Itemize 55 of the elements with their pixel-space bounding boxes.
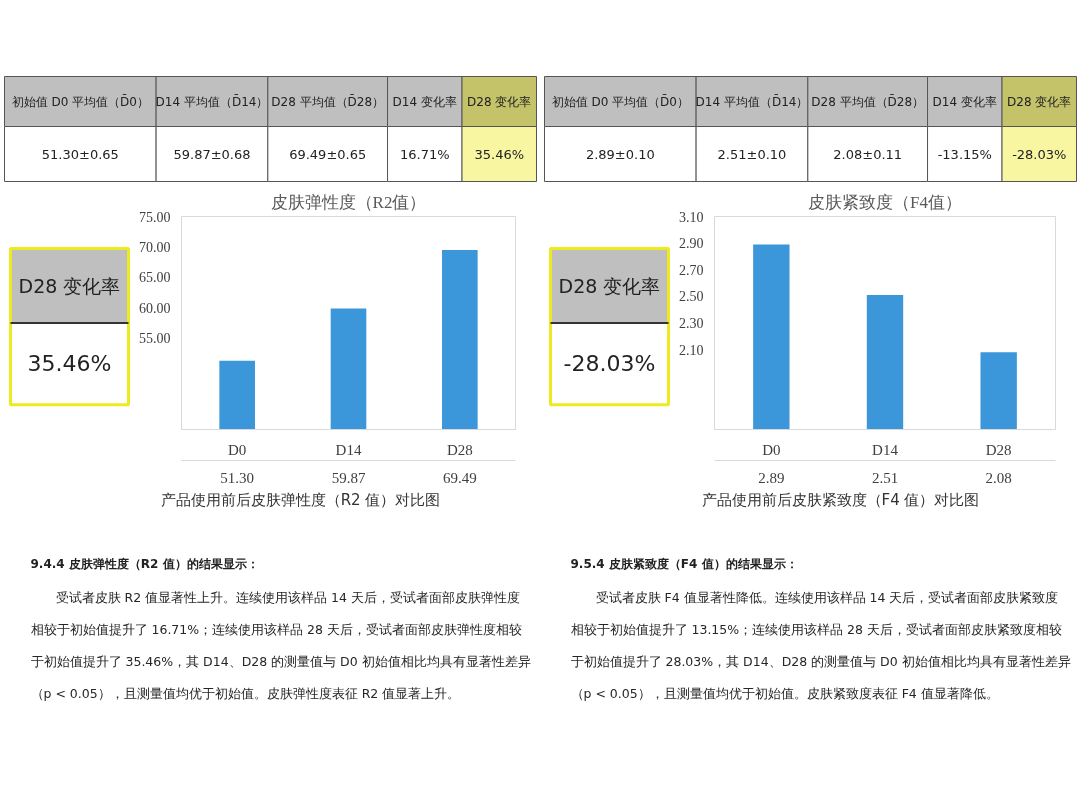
y-tick-label: 2.50 xyxy=(679,289,704,305)
text: D28 平均值（D̄28） xyxy=(271,94,385,109)
text: 2.51±0.10 xyxy=(717,146,787,162)
data-label: 69.49 xyxy=(442,469,477,486)
text: D14 变化率 xyxy=(392,94,457,109)
y-tick-label: 65.00 xyxy=(139,270,171,286)
data-label: 59.87 xyxy=(331,469,366,486)
text: D28 变化率 xyxy=(1007,94,1072,109)
x-tick-label: D28 xyxy=(446,441,473,458)
text: D28 平均值（D̄28） xyxy=(811,94,925,109)
chart-title: 皮肤弹性度（R2值） xyxy=(270,192,427,212)
text: D28 变化率 xyxy=(18,274,121,297)
text: D14 变化率 xyxy=(932,94,997,109)
x-tick-label: D14 xyxy=(872,441,899,458)
text: 产品使用前后皮肤弹性度（R2 值）对比图 xyxy=(160,490,441,509)
y-tick-label: 60.00 xyxy=(139,300,171,316)
text: 2.89±0.10 xyxy=(585,146,655,162)
text: -13.15% xyxy=(937,146,992,162)
x-tick-label: D28 xyxy=(985,441,1012,458)
text: D28 变化率 xyxy=(558,274,661,297)
data-label: 2.89 xyxy=(758,469,785,486)
text: 35.46% xyxy=(27,351,112,377)
text: 受试者皮肤 F4 值显著性降低。连续使用该样品 14 天后，受试者面部皮肤紧致度相较于初始值提升了 13.15%；连续使用该样品 28 天后，受试者面部皮肤紧致度相较于初始值提升了 28.03%，其 D14、D28 的测量值与 D0 初始值相比均具有显著性差异（p < 0.05），且测量值均优于初始值。皮肤紧致度表征 F4 值显著降低。 xyxy=(570,590,1071,701)
text: 9.4.4 皮肤弹性度（R2 值）的结果显示： xyxy=(30,556,259,571)
text: 初始值 D0 平均值（D̄0） xyxy=(11,94,150,109)
x-tick-label: D14 xyxy=(335,441,362,458)
text: 9.5.4 皮肤紧致度（F4 值）的结果显示： xyxy=(570,556,798,571)
text: 69.49±0.65 xyxy=(289,146,367,162)
text: -28.03% xyxy=(563,351,656,377)
chart-title: 皮肤紧致度（F4值） xyxy=(808,192,962,212)
x-tick-label: D0 xyxy=(762,441,781,458)
text: 受试者皮肤 R2 值显著性上升。连续使用该样品 14 天后，受试者面部皮肤弹性度相较于初始值提升了 16.71%；连续使用该样品 28 天后，受试者面部皮肤弹性度相较于初始值提升了 35.46%，其 D14、D28 的测量值与 D0 初始值相比均具有显著性差异（p < 0.05），且测量值均优于初始值。皮肤弹性度表征 R2 值显著上升。 xyxy=(30,590,531,701)
y-tick-label: 2.30 xyxy=(679,316,704,331)
x-tick-label: D0 xyxy=(228,441,247,458)
data-label: 2.51 xyxy=(871,469,899,486)
text: D14 平均值（D̄14） xyxy=(155,94,269,109)
data-label: 2.08 xyxy=(985,469,1012,486)
text: 16.71% xyxy=(400,146,450,162)
text: D28 变化率 xyxy=(467,94,532,109)
text: 初始值 D0 平均值（D̄0） xyxy=(551,94,690,109)
text: 51.30±0.65 xyxy=(41,146,119,162)
y-tick-label: 3.10 xyxy=(679,209,704,225)
text: D14 平均值（D̄14） xyxy=(695,94,809,109)
y-tick-label: 75.00 xyxy=(139,209,171,225)
text: 2.08±0.11 xyxy=(833,146,903,162)
y-tick-label: 70.00 xyxy=(139,239,171,255)
y-tick-label: 2.10 xyxy=(679,342,704,358)
y-tick-label: 2.70 xyxy=(679,262,704,278)
text: 35.46% xyxy=(474,146,525,162)
y-tick-label: 55.00 xyxy=(139,331,171,347)
text: 产品使用前后皮肤紧致度（F4 值）对比图 xyxy=(701,490,980,509)
text: 59.87±0.68 xyxy=(173,146,251,162)
data-label: 51.30 xyxy=(220,469,255,486)
y-tick-label: 2.90 xyxy=(679,236,704,252)
text: -28.03% xyxy=(1012,146,1067,162)
